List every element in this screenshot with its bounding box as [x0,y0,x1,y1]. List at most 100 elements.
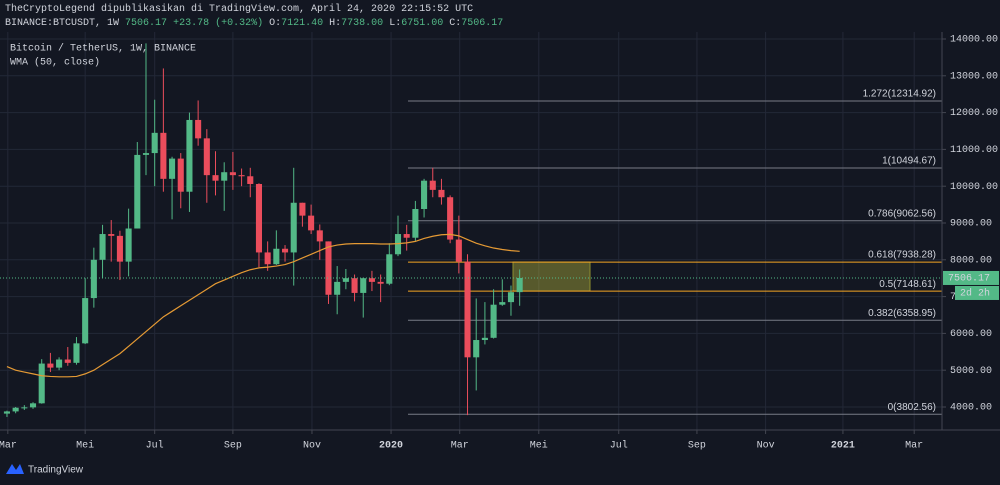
x-tick-label: Nov [757,441,775,452]
candle-body [255,183,263,253]
fib-label: 0.5(7148.61) [879,279,936,290]
candle-body [186,119,193,192]
candle-body [151,132,158,154]
ohlc-value: 7506.17 [461,18,504,29]
y-tick-label: 10000.00 [950,182,998,193]
candle-body [299,202,306,216]
ohlc-value: 7121.40 [281,18,324,29]
brand: TradingView [28,465,84,476]
candle-body [47,363,54,368]
x-tick-label: Jul [610,440,628,452]
candle-body [264,252,271,265]
candle-body [351,278,358,293]
header-quote: BINANCE:BTCUSDT, 1W 7506.17 +23.78 (+0.3… [5,17,503,31]
y-tick-label: 6000.00 [950,329,992,340]
candle-body [290,202,297,253]
countdown: 2d 2h [960,288,990,300]
y-tick-label: 12000.00 [950,108,998,119]
candle-body [377,281,384,284]
x-tick-label: 2020 [379,441,403,452]
ohlc-value: 7738.00 [341,18,384,29]
y-tick-label: 14000.00 [950,35,998,46]
candle-body [29,403,37,408]
ohlc-value: 6751.00 [401,18,444,29]
symbol: BINANCE:BTCUSDT, 1W [5,18,120,29]
candle-body [368,278,375,282]
x-tick-label: Mar [905,441,923,452]
candle-body [169,158,176,179]
change: +23.78 (+0.32%) [173,18,264,29]
candle-body [516,277,523,293]
candle-body [421,180,428,210]
candle-body [64,359,71,363]
x-tick-label: 2021 [831,441,855,452]
candle-body [429,180,436,190]
marks: 1.272(12314.92) 1(10494.67) 0.786(9062.56)… [3,43,942,417]
chart-title: Bitcoin / TetherUS, 1W, BINANCE [10,43,196,55]
candle-body [142,153,150,155]
candle-body [334,281,341,295]
candle-body [3,411,10,414]
candle-body [21,407,28,409]
y-tick-label: 11000.00 [950,145,998,156]
candle-body [438,189,445,198]
candle-body [507,292,515,303]
candle-body [38,363,45,404]
candle-body [99,234,106,260]
legend-entry: WMA (50, close) [10,57,100,69]
candle-body [412,209,419,238]
candle-body [308,215,315,231]
candle-body [455,239,462,262]
fib-label: 0.786(9062.56) [868,208,936,219]
candle-body [12,407,19,412]
candle-body [316,230,323,242]
header: TheCryptoLegend dipublikasikan di Tradin… [5,3,503,31]
candle-body [499,302,506,305]
wma-line [6,233,520,378]
candle-body [212,175,219,181]
x-tick-label: Sep [688,441,706,452]
header-title: TheCryptoLegend dipublikasikan di Tradin… [5,4,474,15]
last: 7506.17 [125,18,168,29]
y-tick-label: 13000.00 [950,71,998,82]
candle-body [229,172,236,176]
ohlc-key: C: [449,18,462,29]
fib-label: 1(10494.67) [882,156,936,167]
candle-body [481,337,488,341]
x-tick-label: Mar [451,441,469,452]
highlight-zone [512,261,591,292]
candle-body [360,278,367,293]
fib-label: 1.272(12314.92) [863,89,936,100]
candle-body [108,234,115,236]
candle-body [160,132,167,179]
candle-body [203,138,210,176]
candle-body [56,359,63,368]
fib-label: 0(3802.56) [888,402,936,413]
candle-body [490,304,497,338]
fib-label: 0.382(6358.95) [868,308,936,319]
last-price-box [943,270,999,285]
ohlc-key: O: [269,18,282,29]
x-tick-label: Mar [0,441,17,452]
x-tick-label: Mei [530,440,548,452]
candle-body [177,158,184,192]
candle-body [82,298,89,344]
y-tick-label: 5000.00 [950,366,992,377]
candle-body [125,228,132,262]
x-tick-label: Jul [146,440,164,452]
ohlc-key: H: [329,18,342,29]
x-tick-label: Sep [224,441,242,452]
candle-body [73,343,80,363]
candle-body [90,259,97,299]
y-tick-label: 9000.00 [950,219,992,230]
last-price-label: 7506.17 [948,274,990,285]
candle-body [325,241,332,295]
y-tick-label: 4000.00 [950,403,992,414]
candle-body [134,154,141,229]
candle-body [447,197,454,240]
candle-body [247,176,254,184]
candle-body [281,248,289,253]
candle-body [116,235,123,262]
logo: TradingView [6,464,84,476]
